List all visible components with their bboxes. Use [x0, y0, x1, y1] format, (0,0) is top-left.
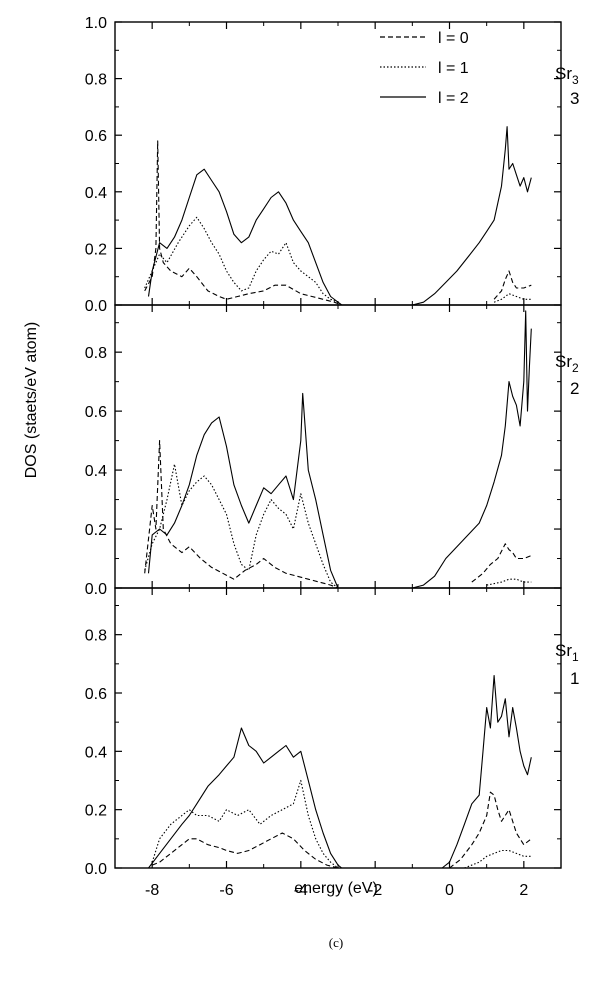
series-valence-Sr1-solid [148, 727, 343, 869]
series-valence-Sr1-dashed [151, 832, 339, 869]
y-tick-label-Sr1: 0.2 [85, 803, 107, 820]
panel-label-Sr3: Sr3 [555, 64, 579, 87]
series-conduction-Sr3-solid [412, 126, 532, 306]
y-axis-label: DOS (staets/eV atom) [23, 322, 40, 479]
panel-label-subscript: 1 [572, 650, 579, 664]
x-tick-label: -6 [219, 882, 233, 899]
y-tick-label-Sr2: 0.6 [85, 404, 107, 421]
y-tick-label-Sr2: 0.2 [85, 522, 107, 539]
figure-caption: (c) [329, 935, 343, 950]
x-tick-label: -4 [294, 882, 308, 899]
y-tick-label-Sr3: 0.2 [85, 241, 107, 258]
panel-label-main: Sr [555, 641, 572, 660]
x-tick-label: -8 [145, 882, 159, 899]
panel-label-main: Sr [555, 64, 572, 83]
y-tick-label-Sr2: 0.0 [85, 581, 107, 598]
panel-number-Sr3: 3 [570, 89, 579, 108]
panel-label-Sr2: Sr2 [555, 352, 579, 375]
panel-frame-Sr2 [114, 304, 562, 589]
y-tick-label-Sr1: 0.8 [85, 628, 107, 645]
series-valence-Sr2-dashed [144, 440, 339, 589]
series-conduction-Sr3-dotted [493, 293, 532, 303]
y-tick-label-Sr3: 0.0 [85, 298, 107, 315]
panel-label-Sr1: Sr1 [555, 641, 579, 664]
legend-label-l2: l = 2 [438, 90, 469, 107]
series-valence-Sr2-solid [147, 392, 339, 589]
x-tick-label: 2 [519, 882, 528, 899]
y-tick-label-Sr3: 0.6 [85, 128, 107, 145]
series-conduction-Sr1-solid [441, 674, 532, 869]
series-conduction-Sr2-dotted [486, 578, 532, 586]
y-tick-label-Sr1: 0.0 [85, 861, 107, 878]
panel-label-main: Sr [555, 352, 572, 371]
series-valence-Sr3-solid [147, 168, 343, 306]
series-valence-Sr3-dashed [144, 140, 342, 306]
y-tick-label-Sr3: 0.8 [85, 72, 107, 89]
series-valence-Sr2-dotted [144, 463, 339, 589]
legend-label-l0: l = 0 [438, 30, 469, 47]
panel-number-Sr2: 2 [570, 379, 579, 398]
x-axis-label: energy (eV) [294, 880, 378, 897]
y-tick-label-Sr2: 0.8 [85, 345, 107, 362]
y-tick-label-Sr3: 1.0 [85, 15, 107, 32]
panel-frame-Sr1 [114, 587, 562, 869]
x-tick-label: 0 [445, 882, 454, 899]
series-conduction-Sr2-solid [412, 310, 532, 589]
legend-label-l1: l = 1 [438, 60, 469, 77]
series-conduction-Sr1-dotted [464, 849, 532, 869]
panel-label-subscript: 2 [572, 361, 579, 375]
panel-label-subscript: 3 [572, 73, 579, 87]
series-conduction-Sr1-dashed [449, 791, 532, 869]
y-tick-label-Sr1: 0.6 [85, 686, 107, 703]
series-valence-Sr1-dotted [151, 779, 339, 869]
x-tick-label: -2 [368, 882, 382, 899]
legend: l = 0 l = 1 l = 2 [380, 30, 469, 107]
y-tick-label-Sr2: 0.4 [85, 463, 107, 480]
panel-frame-Sr3 [114, 21, 562, 306]
y-tick-label-Sr1: 0.4 [85, 744, 107, 761]
panel-number-Sr1: 1 [570, 669, 579, 688]
y-tick-label-Sr3: 0.4 [85, 185, 107, 202]
series-valence-Sr3-dotted [144, 216, 343, 306]
series-conduction-Sr2-dashed [471, 543, 532, 583]
series-conduction-Sr3-dashed [493, 270, 532, 300]
